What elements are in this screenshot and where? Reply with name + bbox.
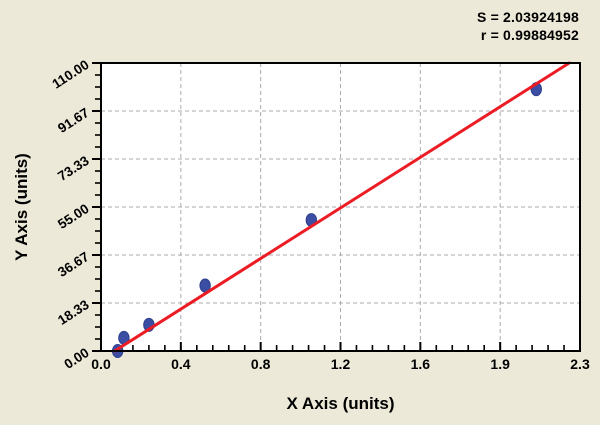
x-tick-label: 0.0 xyxy=(91,356,111,372)
x-tick-label: 2.3 xyxy=(570,356,590,372)
x-tick-label: 0.8 xyxy=(251,356,271,372)
fit-statistics: S = 2.03924198 r = 0.99884952 xyxy=(477,8,579,44)
x-tick-label: 1.6 xyxy=(411,356,431,372)
x-tick-label: 1.9 xyxy=(490,356,510,372)
stat-r-value: r = 0.99884952 xyxy=(480,27,579,43)
x-tick-label: 1.2 xyxy=(331,356,351,372)
y-tick-label: 18.33 xyxy=(55,297,92,328)
y-tick-label: 0.00 xyxy=(61,345,91,372)
y-tick-label: 36.67 xyxy=(55,249,92,280)
y-tick-label: 55.00 xyxy=(55,201,92,232)
fit-line xyxy=(113,61,571,353)
x-axis-title: X Axis (units) xyxy=(286,394,395,413)
x-tick-label: 0.4 xyxy=(171,356,191,372)
stat-s-value: S = 2.03924198 xyxy=(476,9,579,25)
plot-frame xyxy=(100,62,581,352)
y-tick-label: 73.33 xyxy=(55,153,92,184)
y-tick-label: 91.67 xyxy=(55,105,92,136)
y-tick-label: 110.00 xyxy=(49,57,91,92)
y-axis-title: Y Axis (units) xyxy=(12,153,31,261)
